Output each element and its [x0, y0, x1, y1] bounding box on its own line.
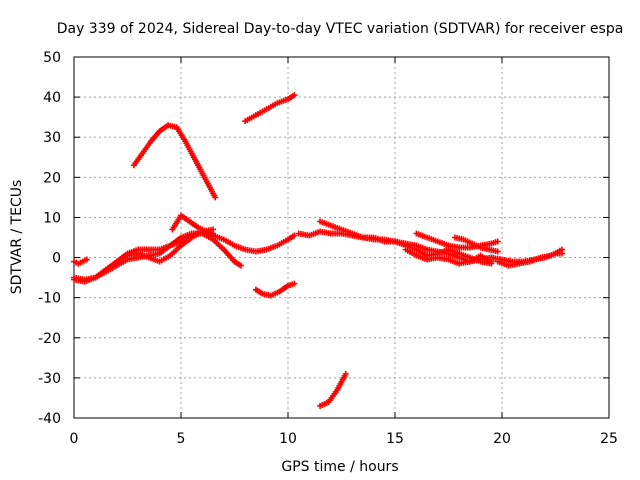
y-tick-label: -30 — [38, 371, 61, 387]
y-tick-label: 10 — [43, 210, 61, 226]
axis-ticks — [73, 56, 610, 419]
series-arc-lower — [252, 280, 298, 299]
series-layer — [71, 92, 565, 409]
data-point — [494, 238, 501, 245]
y-tick-label: 0 — [52, 251, 61, 267]
series-arc-early-high — [113, 226, 217, 265]
data-point — [237, 262, 244, 269]
y-tick-label: 50 — [43, 50, 61, 66]
x-tick-label: 15 — [386, 431, 404, 447]
y-tick-label: -10 — [38, 291, 61, 307]
series-arc-bottom — [317, 370, 349, 409]
y-tick-label: -20 — [38, 331, 61, 347]
data-point — [291, 92, 298, 99]
series-arc-spike — [169, 212, 210, 235]
data-point — [291, 232, 298, 239]
grid — [74, 57, 609, 418]
y-axis-label: SDTVAR / TECUs — [9, 180, 25, 295]
data-point — [83, 256, 90, 263]
x-tick-label: 25 — [600, 431, 618, 447]
y-tick-label: -40 — [38, 411, 61, 427]
data-point — [494, 248, 501, 255]
x-tick-label: 10 — [279, 431, 297, 447]
data-point — [212, 194, 219, 201]
y-tick-label: 40 — [43, 90, 61, 106]
y-tick-label: 20 — [43, 170, 61, 186]
x-tick-label: 5 — [177, 431, 186, 447]
data-point — [342, 370, 349, 377]
series-arc-mid-c — [402, 246, 495, 267]
data-point — [558, 246, 565, 253]
tick-labels: 0 5 10 15 20 25 -40 -30 -20 -10 0 10 20 30 40 50 — [38, 50, 618, 447]
series-arc-upper — [242, 92, 298, 125]
series-arc-mid-e — [451, 234, 501, 255]
x-tick-label: 0 — [70, 431, 79, 447]
series-arc-late-b — [494, 246, 565, 269]
y-tick-label: 30 — [43, 130, 61, 146]
data-point — [291, 280, 298, 287]
plot-frame — [73, 56, 610, 419]
series-arc-peak — [130, 122, 219, 201]
x-axis-label: GPS time / hours — [281, 459, 398, 475]
series-arc-dip — [199, 230, 244, 269]
data-point — [210, 226, 217, 233]
x-tick-label: 20 — [493, 431, 511, 447]
series-arc-start — [71, 256, 90, 267]
chart-title: Day 339 of 2024, Sidereal Day-to-day VTE… — [57, 21, 624, 37]
